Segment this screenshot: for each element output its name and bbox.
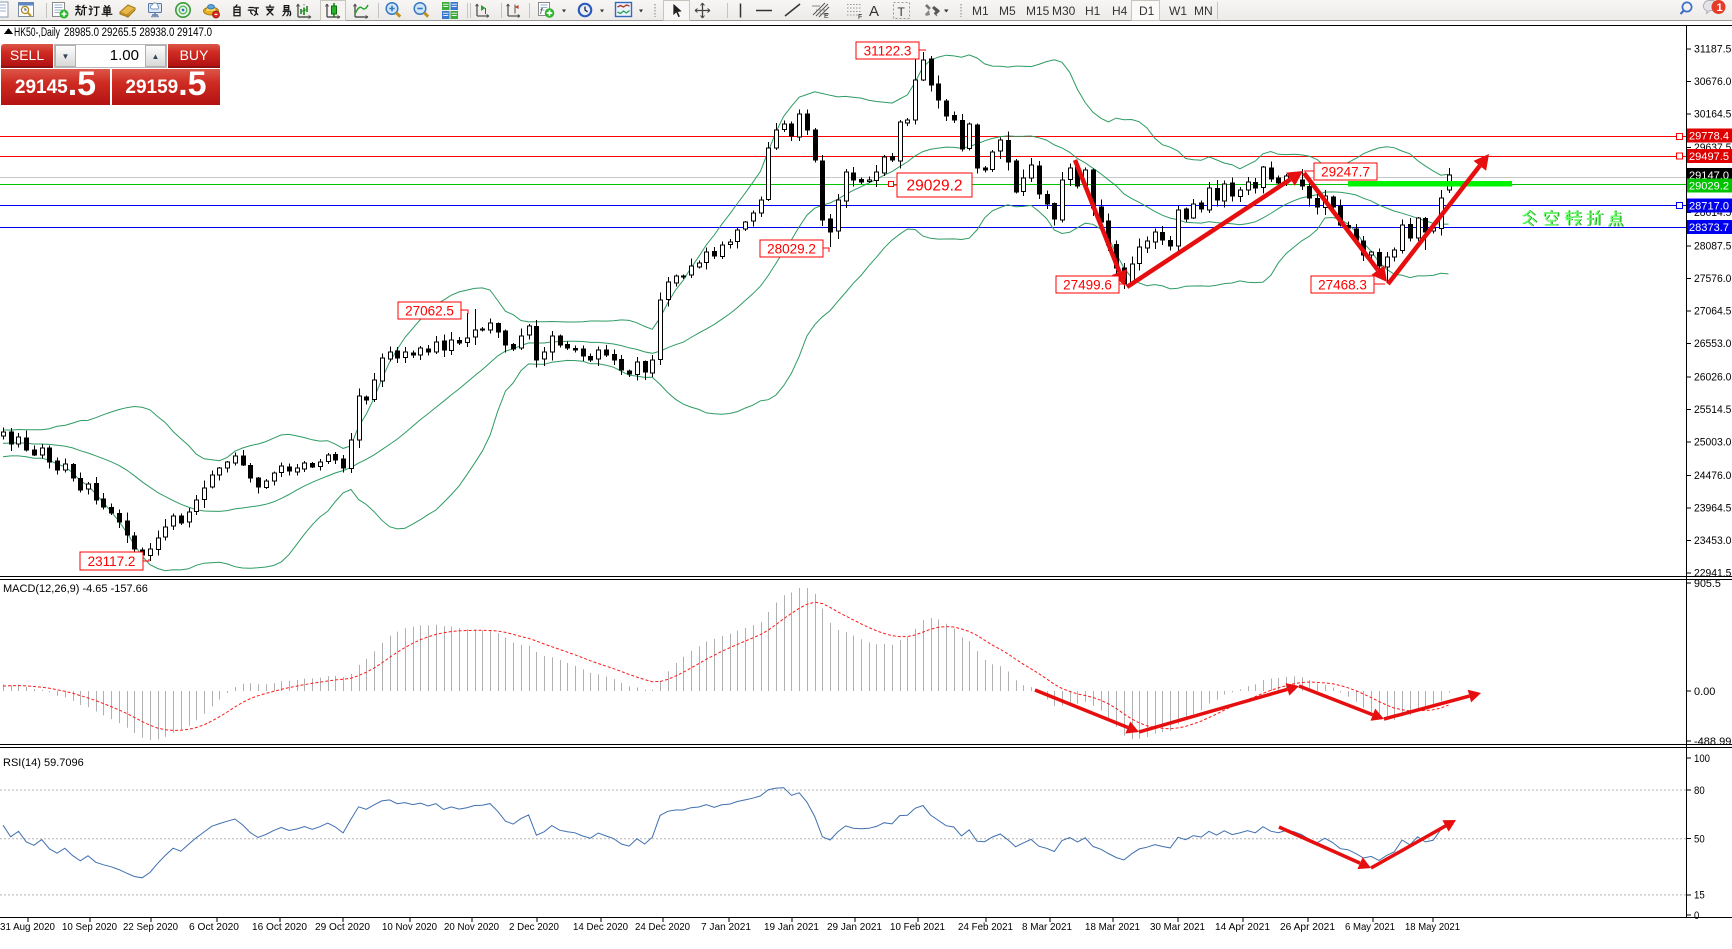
svg-text:29029.2: 29029.2 (1689, 181, 1729, 193)
svg-text:6 May 2021: 6 May 2021 (1345, 921, 1395, 933)
svg-text:30164.5: 30164.5 (1694, 109, 1731, 121)
svg-text:28373.7: 28373.7 (1689, 222, 1729, 234)
svg-text:28985.0 29265.5 28938.0 29147.: 28985.0 29265.5 28938.0 29147.0 (64, 27, 212, 39)
svg-text:18 Mar 2021: 18 Mar 2021 (1085, 921, 1140, 933)
svg-text:27064.5: 27064.5 (1694, 306, 1731, 318)
svg-text:H1: H1 (1085, 4, 1101, 18)
svg-text:25514.5: 25514.5 (1694, 404, 1731, 416)
svg-text:10 Sep 2020: 10 Sep 2020 (62, 921, 117, 933)
svg-text:80: 80 (1694, 785, 1705, 797)
svg-text:31 Aug 2020: 31 Aug 2020 (0, 921, 55, 933)
svg-text:0: 0 (1694, 910, 1699, 922)
svg-text:29 Jan 2021: 29 Jan 2021 (827, 921, 882, 933)
svg-text:25003.0: 25003.0 (1694, 437, 1731, 449)
svg-text:24476.0: 24476.0 (1694, 470, 1731, 482)
svg-text:31187.5: 31187.5 (1694, 44, 1731, 56)
svg-text:27468.3: 27468.3 (1318, 277, 1367, 292)
svg-text:22941.5: 22941.5 (1694, 568, 1731, 580)
svg-text:100: 100 (1694, 753, 1710, 765)
svg-text:RSI(14) 59.7096: RSI(14) 59.7096 (3, 757, 84, 769)
svg-text:D1: D1 (1139, 4, 1155, 18)
svg-text:27576.0: 27576.0 (1694, 273, 1731, 285)
svg-text:T: T (898, 5, 906, 19)
svg-text:10 Nov 2020: 10 Nov 2020 (382, 921, 437, 933)
svg-text:29029.2: 29029.2 (906, 178, 962, 195)
svg-text:1: 1 (1717, 2, 1723, 14)
svg-text:19 Jan 2021: 19 Jan 2021 (764, 921, 819, 933)
svg-text:23964.5: 23964.5 (1694, 503, 1731, 515)
svg-text:28717.0: 28717.0 (1689, 201, 1729, 213)
svg-text:24 Dec 2020: 24 Dec 2020 (635, 921, 690, 933)
svg-text:M1: M1 (972, 4, 989, 18)
svg-text:H4: H4 (1112, 4, 1128, 18)
svg-text:HK50-,Daily: HK50-,Daily (14, 27, 60, 39)
svg-text:0.00: 0.00 (1694, 686, 1715, 698)
svg-text:-488.99: -488.99 (1694, 736, 1731, 748)
svg-text:29 Oct 2020: 29 Oct 2020 (315, 921, 370, 933)
svg-text:29778.4: 29778.4 (1689, 131, 1729, 143)
svg-text:18 May 2021: 18 May 2021 (1405, 921, 1460, 933)
svg-text:8 Mar 2021: 8 Mar 2021 (1022, 921, 1072, 933)
svg-text:26553.0: 26553.0 (1694, 338, 1731, 350)
svg-text:M15: M15 (1026, 4, 1050, 18)
svg-text:31122.3: 31122.3 (864, 43, 912, 58)
svg-text:29497.5: 29497.5 (1689, 151, 1729, 163)
svg-text:28029.2: 28029.2 (767, 241, 816, 256)
svg-text:24 Feb 2021: 24 Feb 2021 (958, 921, 1013, 933)
svg-text:27062.5: 27062.5 (405, 303, 454, 318)
svg-text:28087.5: 28087.5 (1694, 241, 1731, 253)
svg-text:W1: W1 (1169, 4, 1187, 18)
svg-text:14 Dec 2020: 14 Dec 2020 (573, 921, 628, 933)
svg-text:23453.0: 23453.0 (1694, 535, 1731, 547)
svg-text:6 Oct 2020: 6 Oct 2020 (189, 921, 239, 933)
svg-text:15: 15 (1694, 890, 1705, 902)
svg-text:M5: M5 (999, 4, 1016, 18)
svg-text:26 Apr 2021: 26 Apr 2021 (1280, 921, 1335, 933)
svg-text:20 Nov 2020: 20 Nov 2020 (444, 921, 499, 933)
svg-text:22 Sep 2020: 22 Sep 2020 (123, 921, 178, 933)
svg-text:26026.0: 26026.0 (1694, 372, 1731, 384)
svg-text:7 Jan 2021: 7 Jan 2021 (701, 921, 751, 933)
svg-text:MACD(12,26,9) -4.65 -157.66: MACD(12,26,9) -4.65 -157.66 (3, 583, 148, 595)
svg-text:MN: MN (1194, 4, 1213, 18)
svg-text:905.5: 905.5 (1694, 578, 1721, 590)
svg-text:30676.0: 30676.0 (1694, 76, 1731, 88)
svg-text:F: F (858, 14, 862, 21)
svg-text:2 Dec 2020: 2 Dec 2020 (509, 921, 559, 933)
svg-text:30 Mar 2021: 30 Mar 2021 (1150, 921, 1205, 933)
svg-text:f: f (540, 7, 543, 16)
svg-text:50: 50 (1694, 834, 1705, 846)
svg-text:M30: M30 (1052, 4, 1076, 18)
svg-text:29247.7: 29247.7 (1321, 164, 1370, 179)
svg-text:E: E (824, 13, 829, 20)
svg-text:10 Feb 2021: 10 Feb 2021 (890, 921, 945, 933)
svg-text:A: A (869, 3, 879, 20)
svg-text:27499.6: 27499.6 (1063, 277, 1112, 292)
svg-text:23117.2: 23117.2 (88, 554, 136, 569)
svg-text:14 Apr 2021: 14 Apr 2021 (1215, 921, 1270, 933)
svg-text:16 Oct 2020: 16 Oct 2020 (252, 921, 307, 933)
